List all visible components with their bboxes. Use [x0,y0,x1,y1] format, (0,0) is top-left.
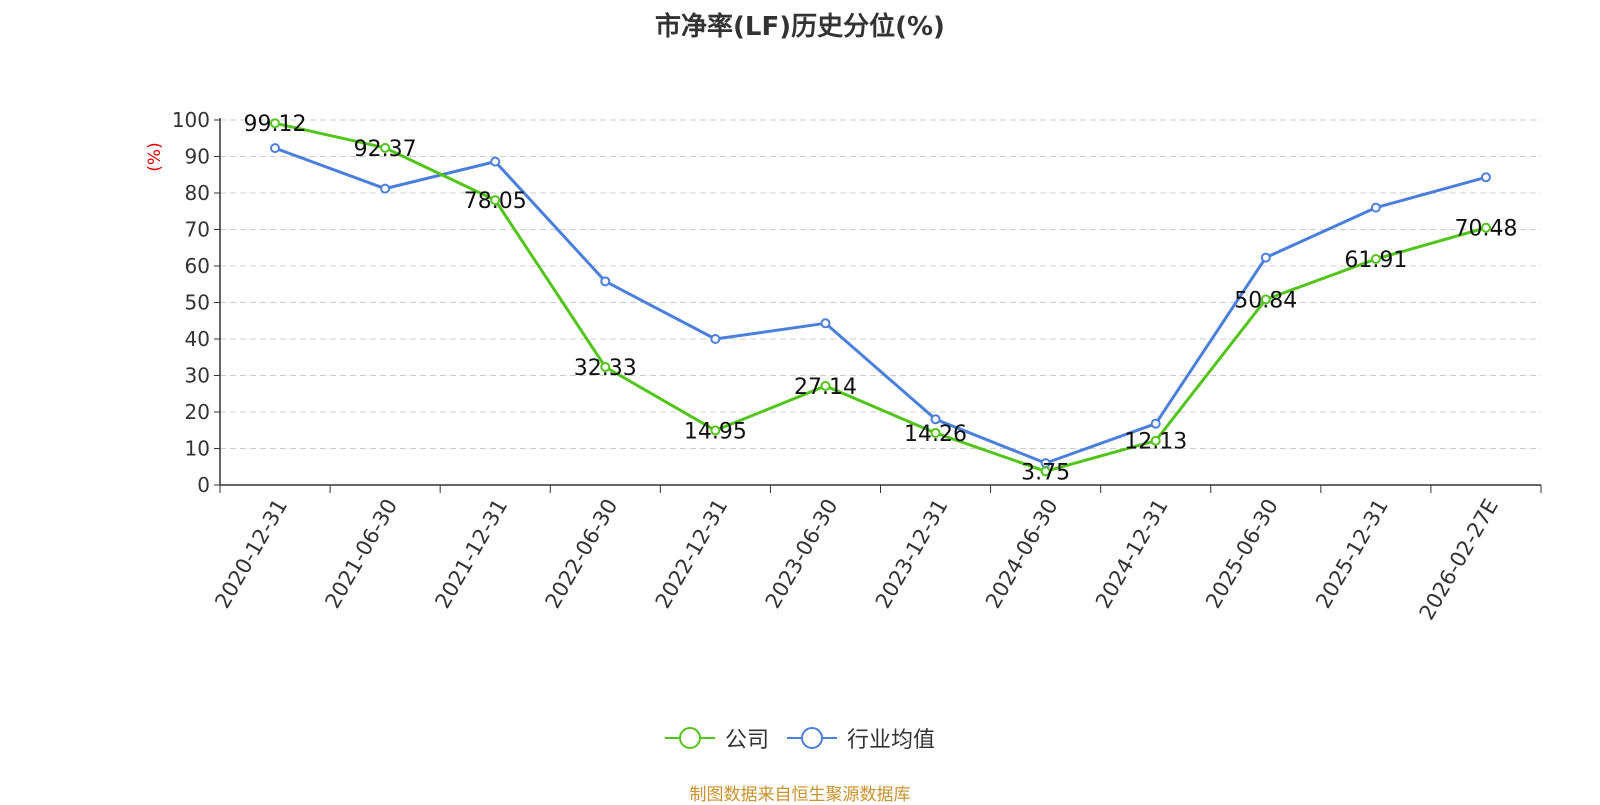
x-tick-label: 2024-06-30 [981,495,1063,613]
data-point-company[interactable] [1040,466,1051,477]
data-label: 27.14 [794,375,857,400]
data-point-company[interactable] [1260,294,1271,305]
data-point-company[interactable] [820,380,831,391]
data-point-industry-average[interactable] [600,276,611,287]
x-tick-label: 2020-12-31 [210,495,292,613]
data-point-company[interactable] [1150,435,1161,446]
y-tick-label: 30 [185,364,210,388]
x-tick-label: 2026-02-27E [1415,495,1503,624]
series [270,118,1491,477]
data-label: 78.05 [464,189,527,214]
legend-industry-marker [787,727,837,749]
x-tick-label: 2022-12-31 [651,495,733,613]
y-tick-label: 60 [185,254,210,278]
data-point-company[interactable] [380,142,391,153]
data-label: 3.75 [1021,460,1070,485]
line-chart: 0 10 20 30 40 50 60 70 80 90 100 2020-12-31 2021-06-… [145,108,1542,624]
data-point-company[interactable] [600,361,611,372]
series-line-company [274,121,1487,473]
data-point-industry-average[interactable] [380,183,391,194]
y-tick-label: 40 [185,327,210,351]
y-tick-label: 20 [185,400,210,424]
data-label: 12.13 [1124,430,1187,455]
data-point-company[interactable] [490,195,501,206]
y-tick-label: 70 [185,218,210,242]
data-point-industry-average[interactable] [270,143,281,154]
x-tick-label: 2021-06-30 [320,495,402,613]
legend-item-company[interactable]: 公司 [664,722,769,754]
legend-label-company: 公司 [724,728,769,753]
x-tick-label: 2025-06-30 [1201,495,1283,613]
y-tick-label: 90 [185,145,210,169]
grid-lines [220,119,1541,449]
x-tick-label: 2025-12-31 [1311,495,1393,613]
data-labels: 99.12 92.37 78.05 32.33 14.95 27.14 14.26 3.75 1… [244,112,1518,485]
data-source-note: 制图数据来自恒生聚源数据库 [689,785,911,805]
x-tick-label: 2021-12-31 [430,495,512,613]
series-line-industry-average [274,146,1487,465]
data-point-company[interactable] [930,427,941,438]
y-tick-label: 80 [185,181,210,205]
data-point-industry-average[interactable] [490,156,501,167]
data-label: 14.95 [684,419,747,444]
y-tick-label: 0 [197,473,210,497]
data-point-company[interactable] [270,118,281,129]
data-label: 61.91 [1344,248,1407,273]
x-tick-label: 2024-12-31 [1091,495,1173,613]
data-label: 14.26 [904,422,967,447]
data-point-company[interactable] [1370,254,1381,265]
data-point-industry-average[interactable] [820,318,831,329]
data-point-industry-average[interactable] [1150,418,1161,429]
x-tick-label: 2023-06-30 [761,495,843,613]
x-tick-label: 2023-12-31 [871,495,953,613]
data-point-company[interactable] [1480,222,1491,233]
x-tick-label: 2022-06-30 [541,495,623,613]
y-tick-label: 100 [172,108,210,132]
data-label: 99.12 [244,112,307,137]
legend-item-industry-average[interactable]: 行业均值 [787,722,935,754]
chart-title: 市净率(LF)历史分位(%) [655,12,945,42]
data-point-industry-average[interactable] [1480,172,1491,183]
data-point-industry-average[interactable] [1370,202,1381,213]
y-tick-label: 10 [185,437,210,461]
data-point-company[interactable] [710,425,721,436]
data-label: 92.37 [354,137,417,162]
data-label: 70.48 [1454,217,1517,242]
legend-company-marker [664,727,715,749]
data-label: 50.84 [1234,288,1297,313]
legend: 公司 行业均值 [0,722,1600,754]
data-point-industry-average[interactable] [1260,252,1271,263]
data-point-industry-average[interactable] [930,414,941,425]
y-axis-label: (%) [145,142,165,171]
data-label: 32.33 [574,356,637,381]
y-tick-label: 50 [185,291,210,315]
legend-label-industry-average: 行业均值 [847,728,936,753]
data-point-industry-average[interactable] [710,334,721,344]
